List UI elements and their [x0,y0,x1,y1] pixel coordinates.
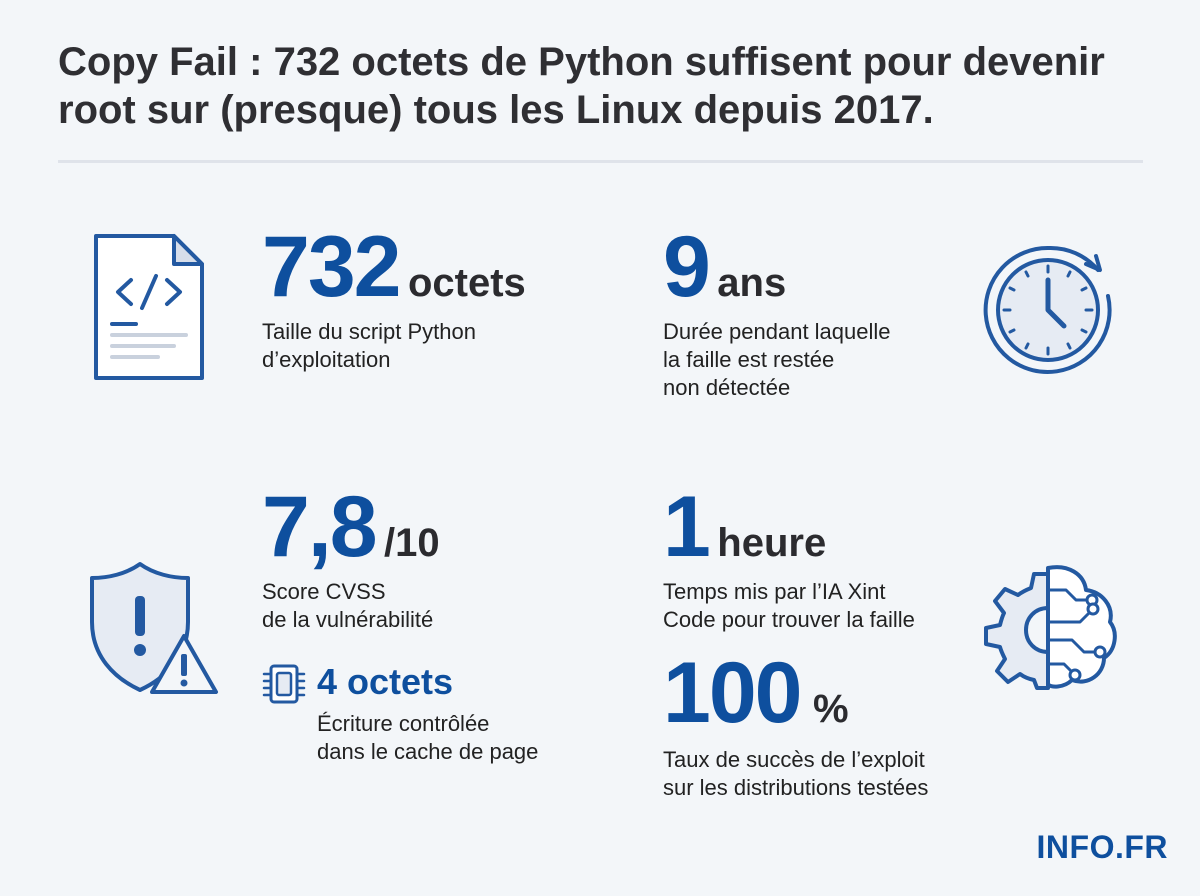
brand-logo[interactable]: INFO.FR [1036,829,1168,865]
stat-script-size-value: 732 [262,219,401,315]
stat-script-size-unit: octets [407,261,526,305]
code-file-icon [94,234,204,380]
stat-undetected-unit: ans [717,261,787,305]
stat-ai-time: 1 heure Temps mis par l’IA Xint Code pou… [663,484,915,634]
stat-undetected: 9 ans Durée pendant laquelle la faille e… [663,224,891,402]
stat-success-description: Taux de succès de l’exploit sur les dist… [663,747,929,800]
stat-ai-time-unit: heure [717,521,827,565]
stat-success-value: 100 [663,645,802,741]
stat-ai-time-description: Temps mis par l’IA Xint Code pour trouve… [663,579,915,632]
title-divider [58,160,1143,163]
stat-write-value: 4 octets [317,661,454,702]
stat-ai-time-value: 1 [663,479,711,575]
gear-brain-icon [984,565,1117,690]
stat-cvss-value: 7,8 [262,479,378,575]
stat-cvss-description: Score CVSS de la vulnérabilité [262,579,434,632]
stat-script-size-description: Taille du script Python d’exploitation [262,319,476,372]
stat-undetected-description: Durée pendant laquelle la faille est res… [663,319,891,400]
stat-undetected-value: 9 [663,219,711,315]
page-title: Copy Fail : 732 octets de Python suffise… [58,40,1105,132]
stat-cvss-unit: /10 [384,521,440,565]
stat-success: 100 % Taux de succès de l’exploit sur le… [663,650,928,802]
clock-icon [983,245,1112,374]
stat-write-description: Écriture contrôlée dans le cache de page [317,711,539,764]
stat-cvss: 7,8 /10 Score CVSS de la vulnérabilité [262,484,440,634]
shield-warning-icon [90,562,218,694]
stat-write: 4 octets Écriture contrôlée dans le cach… [317,664,538,766]
stat-script-size: 732 octets Taille du script Python d’exp… [262,224,526,374]
chip-icon [262,664,306,704]
stat-success-unit: % [812,687,849,731]
